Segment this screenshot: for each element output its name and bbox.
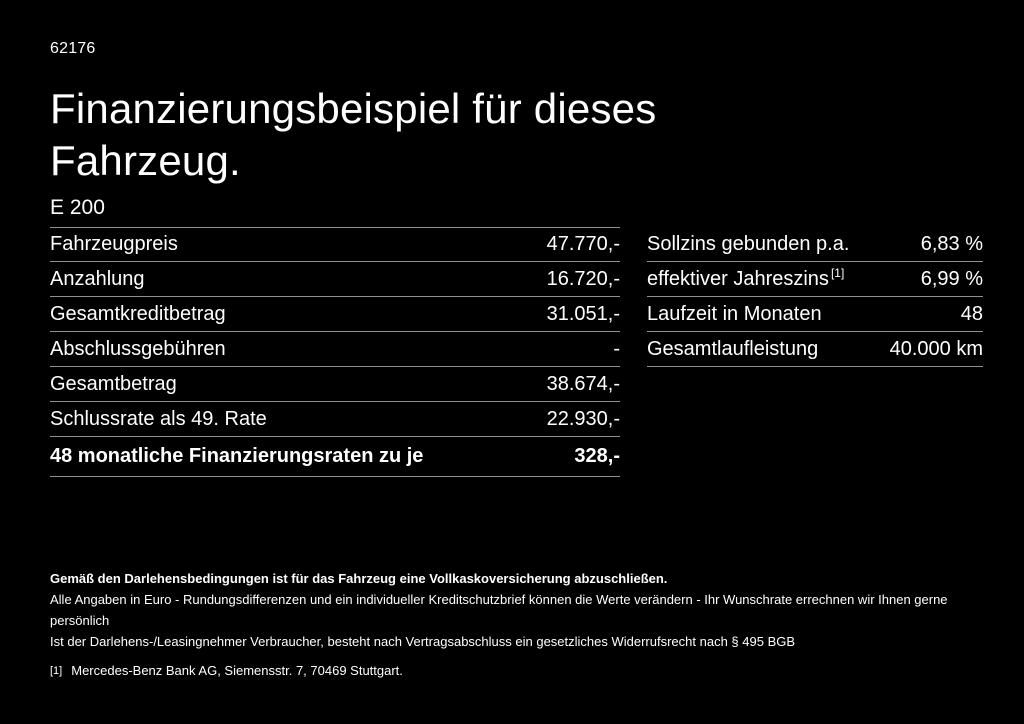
page-title: Finanzierungsbeispiel für dieses Fahrzeu…: [50, 85, 657, 184]
row-value: 40.000 km: [889, 337, 983, 360]
footnote-marker: [1]: [50, 665, 63, 677]
fine-print: Gemäß den Darlehensbedingungen ist für d…: [50, 568, 983, 652]
financing-table-right: Sollzins gebunden p.a. 6,83 % effektiver…: [647, 227, 983, 367]
footnote: [1] Mercedes-Benz Bank AG, Siemensstr. 7,…: [50, 663, 983, 679]
row-label: 48 monatliche Finanzierungsraten zu je: [50, 445, 424, 467]
row-label-text: effektiver Jahreszins: [647, 267, 829, 290]
row-label: Anzahlung: [50, 267, 145, 290]
row-label: Gesamtlaufleistung: [647, 337, 819, 360]
row-value: -: [613, 337, 620, 360]
row-value: 48: [960, 302, 983, 325]
row-label: Gesamtbetrag: [50, 372, 177, 395]
row-label: Fahrzeugpreis: [50, 233, 178, 255]
doc-number: 62176: [50, 40, 96, 57]
row-label: Abschlussgebühren: [50, 337, 226, 360]
row-value: 22.930,-: [546, 407, 620, 430]
row-value: 16.720,-: [546, 267, 620, 290]
row-label: Gesamtkreditbetrag: [50, 302, 226, 325]
table-row-gesamtbetrag: Gesamtbetrag 38.674,-: [50, 367, 620, 402]
row-label: effektiver Jahreszins [1]: [647, 265, 845, 291]
disclaimer-line-1: Alle Angaben in Euro - Rundungsdifferenz…: [50, 592, 948, 628]
row-label: Laufzeit in Monaten: [647, 302, 822, 325]
row-label: Schlussrate als 49. Rate: [50, 407, 267, 430]
row-value: 328,-: [574, 445, 620, 467]
vehicle-model: E 200: [50, 196, 105, 219]
table-row-laufzeit: Laufzeit in Monaten 48: [647, 297, 983, 332]
table-row-effektiver-jahreszins: effektiver Jahreszins [1] 6,99 %: [647, 262, 983, 297]
footnote-text: Mercedes-Benz Bank AG, Siemensstr. 7, 70…: [71, 663, 403, 678]
table-row-monatsrate: 48 monatliche Finanzierungsraten zu je 3…: [50, 437, 620, 477]
financing-table-left: Fahrzeugpreis 47.770,- Anzahlung 16.720,…: [50, 227, 620, 477]
financing-columns: Fahrzeugpreis 47.770,- Anzahlung 16.720,…: [50, 227, 983, 477]
table-row-fahrzeugpreis: Fahrzeugpreis 47.770,-: [50, 227, 620, 262]
table-row-abschlussgebuehren: Abschlussgebühren -: [50, 332, 620, 367]
table-row-schlussrate: Schlussrate als 49. Rate 22.930,-: [50, 402, 620, 437]
disclaimer-line-2: Ist der Darlehens-/Leasingnehmer Verbrau…: [50, 634, 796, 649]
row-value: 6,83 %: [920, 232, 983, 255]
table-row-sollzins: Sollzins gebunden p.a. 6,83 %: [647, 227, 983, 262]
row-label: Sollzins gebunden p.a.: [647, 232, 850, 255]
table-row-gesamtlaufleistung: Gesamtlaufleistung 40.000 km: [647, 332, 983, 367]
footnote-reference: [1]: [830, 265, 845, 280]
row-value: 6,99 %: [920, 267, 983, 290]
table-row-gesamtkreditbetrag: Gesamtkreditbetrag 31.051,-: [50, 297, 620, 332]
row-value: 38.674,-: [546, 372, 620, 395]
row-value: 47.770,-: [546, 233, 620, 255]
row-value: 31.051,-: [546, 302, 620, 325]
insurance-note: Gemäß den Darlehensbedingungen ist für d…: [50, 571, 668, 586]
table-row-anzahlung: Anzahlung 16.720,-: [50, 262, 620, 297]
